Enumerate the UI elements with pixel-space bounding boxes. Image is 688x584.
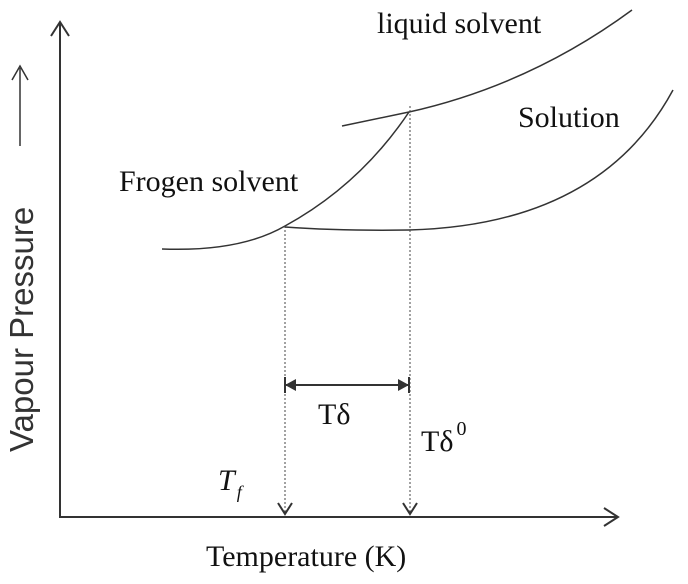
t0-down-arrowhead: [402, 502, 418, 516]
y-axis-arrowhead: [50, 20, 70, 37]
t-delta-zero-label: Tδ 0: [421, 418, 466, 458]
liquid-solvent-curve: [341, 9, 633, 127]
tf-text: T: [218, 464, 237, 497]
tf-down-arrowhead: [277, 502, 293, 516]
frozen-solvent-label: Frogen solvent: [119, 165, 299, 198]
t-delta-arrowhead-right: [398, 379, 409, 391]
t-delta-zero-text: Tδ: [421, 425, 453, 458]
tf-subscript: f: [237, 482, 245, 502]
x-axis-arrowhead: [603, 507, 620, 527]
y-axis-label: Vapour Pressure: [3, 207, 40, 452]
y-axis-label-arrowhead: [11, 64, 29, 81]
liquid-solvent-label: liquid solvent: [377, 7, 542, 40]
frozen-solvent-curve: [161, 111, 410, 251]
x-axis-label: Temperature (K): [206, 540, 406, 573]
solution-label: Solution: [518, 101, 620, 134]
t-delta-zero-superscript: 0: [456, 418, 466, 440]
solution-curve: [284, 89, 674, 231]
t-delta-label: Tδ: [318, 398, 350, 431]
t-delta-arrowhead-left: [285, 379, 296, 391]
